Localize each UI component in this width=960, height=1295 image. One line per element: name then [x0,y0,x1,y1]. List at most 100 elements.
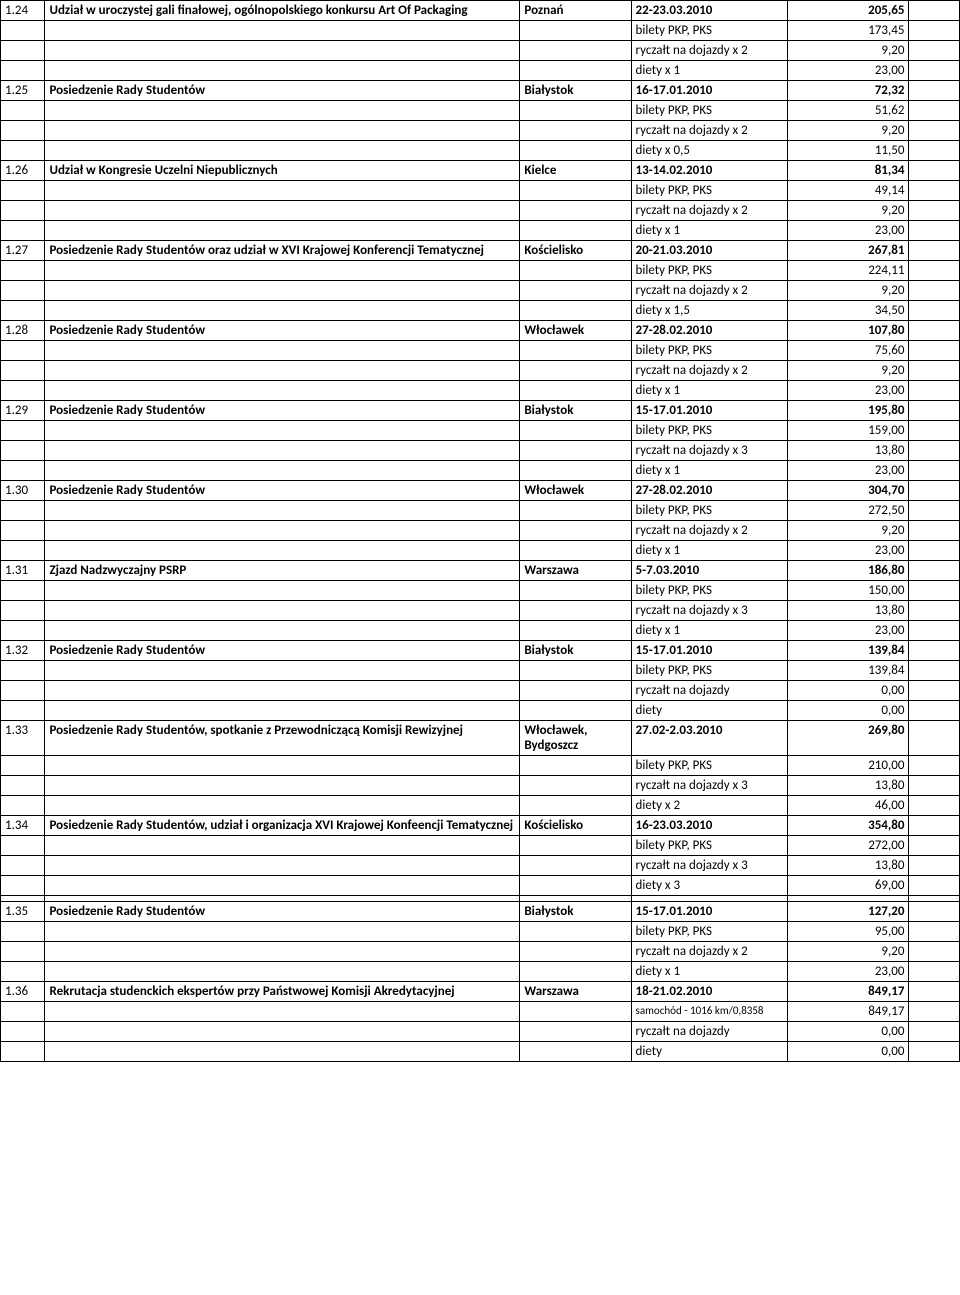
main-row: 1.26Udział w Kongresie Uczelni Niepublic… [1,161,960,181]
row-extra [909,381,960,401]
detail-row: bilety PKP, PKS173,45 [1,21,960,41]
detail-row: ryczałt na dojazdy0,00 [1,681,960,701]
row-date: 13-14.02.2010 [631,161,788,181]
row-extra [909,1002,960,1022]
row-description [45,756,520,776]
detail-amount: 9,20 [788,942,909,962]
main-row: 1.24Udział w uroczystej gali finałowej, … [1,1,960,21]
row-extra [909,421,960,441]
row-location [520,776,631,796]
row-description [45,281,520,301]
row-description: Posiedzenie Rady Studentów, spotkanie z … [45,721,520,756]
row-index [1,621,45,641]
main-row: 1.32Posiedzenie Rady StudentówBiałystok1… [1,641,960,661]
detail-amount: 0,00 [788,1022,909,1042]
row-extra [909,81,960,101]
row-date: 16-17.01.2010 [631,81,788,101]
detail-description: bilety PKP, PKS [631,922,788,942]
row-index [1,962,45,982]
row-date: 15-17.01.2010 [631,641,788,661]
detail-row: ryczałt na dojazdy x 29,20 [1,942,960,962]
detail-amount: 139,84 [788,661,909,681]
detail-description: diety x 1 [631,541,788,561]
row-index: 1.25 [1,81,45,101]
detail-description: bilety PKP, PKS [631,261,788,281]
detail-description: bilety PKP, PKS [631,661,788,681]
row-extra [909,856,960,876]
row-index: 1.27 [1,241,45,261]
detail-description: diety x 0,5 [631,141,788,161]
row-index [1,141,45,161]
row-location [520,856,631,876]
detail-description: bilety PKP, PKS [631,836,788,856]
detail-description: ryczałt na dojazdy x 2 [631,361,788,381]
row-extra [909,541,960,561]
row-location: Kościelisko [520,816,631,836]
row-location [520,681,631,701]
detail-row: ryczałt na dojazdy x 313,80 [1,856,960,876]
detail-amount: 13,80 [788,856,909,876]
row-date: 16-23.03.2010 [631,816,788,836]
row-index [1,21,45,41]
row-description: Posiedzenie Rady Studentów [45,321,520,341]
row-description [45,962,520,982]
detail-description: diety x 1 [631,221,788,241]
row-description [45,836,520,856]
row-extra [909,401,960,421]
row-description [45,21,520,41]
main-row: 1.28Posiedzenie Rady StudentówWłocławek2… [1,321,960,341]
row-index: 1.36 [1,982,45,1002]
row-extra [909,681,960,701]
row-extra [909,982,960,1002]
detail-row: ryczałt na dojazdy x 29,20 [1,281,960,301]
detail-amount: 13,80 [788,441,909,461]
detail-description: diety x 1 [631,381,788,401]
detail-amount: 46,00 [788,796,909,816]
row-index [1,381,45,401]
detail-row: bilety PKP, PKS139,84 [1,661,960,681]
row-location [520,381,631,401]
row-amount: 195,80 [788,401,909,421]
detail-description: diety x 1 [631,962,788,982]
row-location [520,281,631,301]
row-index [1,756,45,776]
row-index [1,701,45,721]
detail-row: diety x 1,534,50 [1,301,960,321]
detail-row: ryczałt na dojazdy x 313,80 [1,601,960,621]
detail-amount: 0,00 [788,1042,909,1062]
row-location [520,1002,631,1022]
row-location [520,201,631,221]
row-location: Kielce [520,161,631,181]
detail-amount: 95,00 [788,922,909,942]
detail-amount: 51,62 [788,101,909,121]
row-description [45,1022,520,1042]
row-description: Posiedzenie Rady Studentów [45,481,520,501]
detail-row: ryczałt na dojazdy0,00 [1,1022,960,1042]
row-extra [909,101,960,121]
detail-row: diety x 123,00 [1,381,960,401]
row-index [1,796,45,816]
row-amount: 107,80 [788,321,909,341]
row-extra [909,902,960,922]
row-location [520,962,631,982]
row-index [1,501,45,521]
row-extra [909,756,960,776]
row-description [45,261,520,281]
detail-amount: 23,00 [788,221,909,241]
row-amount: 849,17 [788,982,909,1002]
detail-row: diety x 123,00 [1,621,960,641]
detail-row: diety x 123,00 [1,61,960,81]
row-location [520,21,631,41]
detail-description: bilety PKP, PKS [631,421,788,441]
row-location [520,601,631,621]
row-amount: 304,70 [788,481,909,501]
detail-description: ryczałt na dojazdy x 2 [631,281,788,301]
row-location [520,701,631,721]
row-extra [909,561,960,581]
row-description: Udział w Kongresie Uczelni Niepublicznyc… [45,161,520,181]
row-location [520,621,631,641]
row-description [45,796,520,816]
detail-amount: 69,00 [788,876,909,896]
detail-row: diety0,00 [1,701,960,721]
row-location [520,1022,631,1042]
